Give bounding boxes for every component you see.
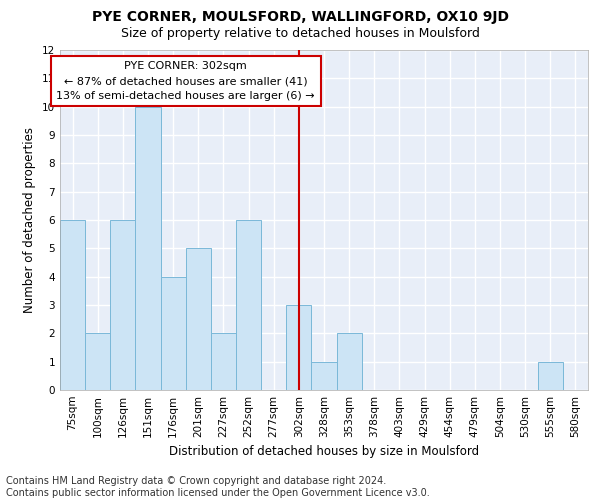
Bar (60, 220, 85, 390)
Y-axis label: Number of detached properties: Number of detached properties (23, 127, 37, 313)
Bar (286, 305, 311, 390)
Bar (110, 220, 136, 390)
Bar (236, 220, 261, 390)
X-axis label: Distribution of detached houses by size in Moulsford: Distribution of detached houses by size … (169, 446, 479, 458)
Bar (211, 334, 236, 390)
Text: Contains HM Land Registry data © Crown copyright and database right 2024.
Contai: Contains HM Land Registry data © Crown c… (6, 476, 430, 498)
Text: Size of property relative to detached houses in Moulsford: Size of property relative to detached ho… (121, 28, 479, 40)
Bar (85, 334, 110, 390)
Bar (161, 276, 186, 390)
Text: PYE CORNER, MOULSFORD, WALLINGFORD, OX10 9JD: PYE CORNER, MOULSFORD, WALLINGFORD, OX10… (91, 10, 509, 24)
Bar (136, 106, 161, 390)
Text: PYE CORNER: 302sqm
← 87% of detached houses are smaller (41)
13% of semi-detache: PYE CORNER: 302sqm ← 87% of detached hou… (56, 62, 315, 101)
Bar (538, 362, 563, 390)
Bar (311, 362, 337, 390)
Bar (337, 334, 362, 390)
Bar (186, 248, 211, 390)
